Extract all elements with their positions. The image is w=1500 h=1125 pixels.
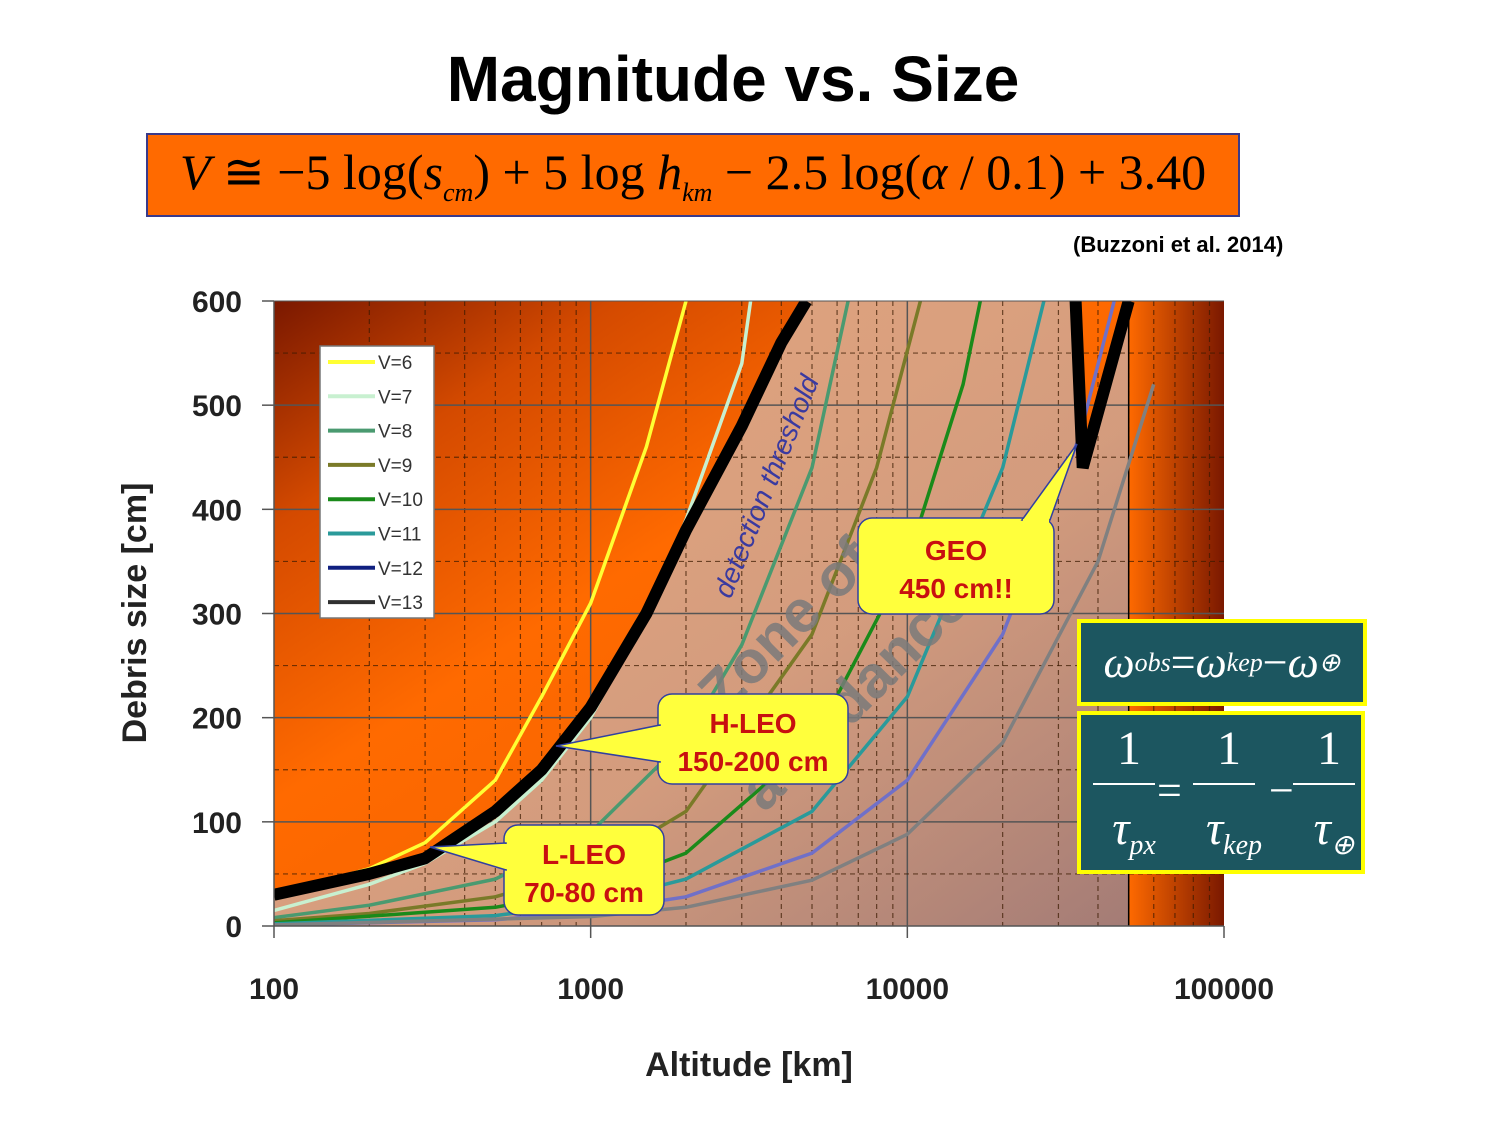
series-line-v-6 — [274, 301, 688, 897]
omega-eq: = — [1170, 638, 1196, 687]
formula-part-2: ) + 5 log — [473, 143, 658, 200]
legend-label: V=13 — [378, 593, 423, 614]
tau-px-sub: px — [1129, 830, 1156, 861]
legend-label: V=8 — [378, 422, 412, 443]
omega-minus: − — [1262, 638, 1288, 687]
callout-line-2: 150-200 cm — [677, 746, 828, 777]
callout-line-1: GEO — [925, 535, 987, 566]
legend-label: V=6 — [378, 353, 412, 374]
formula-s-sub: cm — [443, 177, 474, 207]
omega-obs: ω — [1103, 638, 1135, 687]
callout-pointer-join — [1023, 519, 1049, 523]
x-tick-label: 10000 — [866, 973, 949, 1006]
series-line-v-8 — [274, 301, 850, 920]
x-tick-label: 100 — [249, 973, 299, 1006]
tau-kep-sub: kep — [1223, 830, 1263, 861]
tau-px-numerator: 1 — [1117, 722, 1141, 775]
formula-s: s — [423, 143, 443, 200]
y-tick-label: 600 — [192, 286, 242, 319]
legend-label: V=12 — [378, 559, 423, 580]
y-tick-label: 500 — [192, 390, 242, 423]
citation: (Buzzoni et al. 2014) — [1073, 232, 1284, 257]
callout-box — [857, 517, 1055, 615]
formula-part-1: ≅ −5 log( — [210, 143, 424, 200]
formula-h-sub: km — [682, 177, 713, 207]
x-tick-label: 1000 — [557, 973, 624, 1006]
legend-label: V=9 — [378, 456, 412, 477]
y-tick-label: 400 — [192, 494, 242, 527]
formula-h: h — [657, 143, 683, 200]
tau-minus: − — [1269, 766, 1294, 815]
callout-h-leo: H-LEO 150-200 cm — [555, 693, 849, 785]
omega-obs-sub: obs — [1134, 647, 1171, 677]
callout-geo: GEO 450 cm!! — [857, 443, 1078, 615]
legend: V=6 V=7 V=8 V=9 V=10 V=11 V=12 V=13 — [319, 345, 435, 619]
geo-threshold-line — [1069, 301, 1135, 470]
tau-equation: 1 τpx = 1 τkep − 1 τ⊕ — [1077, 711, 1365, 874]
formula-part-3: − 2.5 log( — [712, 143, 922, 200]
tau-px-symbol: τ — [1112, 802, 1130, 855]
callout-line-1: H-LEO — [709, 708, 796, 739]
magnitude-formula: V ≅ −5 log(scm) + 5 log hkm − 2.5 log(α … — [180, 143, 1206, 208]
legend-label: V=10 — [378, 490, 423, 511]
formula-part-4: / 0.1) + 3.40 — [947, 143, 1207, 200]
legend-label: V=7 — [378, 387, 412, 408]
series-line-v-7 — [274, 301, 753, 913]
y-tick-label: 200 — [192, 703, 242, 736]
omega-kep-sub: kep — [1226, 647, 1263, 677]
tau-kep-symbol: τ — [1205, 802, 1224, 855]
omega-earth-sub: ⊕ — [1318, 647, 1341, 677]
omega-earth: ω — [1287, 638, 1319, 687]
callout-line-2: 70-80 cm — [524, 877, 644, 908]
x-tick-label: 100000 — [1174, 973, 1274, 1006]
x-axis-label: Altitude [km] — [645, 1046, 853, 1084]
y-tick-label: 0 — [225, 911, 242, 944]
callout-line-2: 450 cm!! — [899, 573, 1013, 604]
omega-equation: ω obs = ω kep − ω ⊕ — [1077, 619, 1367, 706]
y-tick-label: 100 — [192, 807, 242, 840]
tau-kep-numerator: 1 — [1217, 722, 1241, 775]
slide-title: Magnitude vs. Size — [446, 43, 1020, 115]
callout-l-leo: L-LEO 70-80 cm — [429, 824, 665, 916]
tau-equals: = — [1157, 766, 1182, 815]
y-tick-label: 300 — [192, 599, 242, 632]
formula-alpha: α — [921, 143, 948, 200]
formula-v: V — [179, 143, 211, 200]
tau-earth-numerator: 1 — [1317, 722, 1341, 775]
tau-earth-symbol: τ — [1313, 802, 1331, 855]
legend-label: V=11 — [378, 525, 422, 546]
callouts: L-LEO 70-80 cm H-LEO 150-200 cm GEO 450 cm!! — [429, 443, 1078, 916]
callout-pointer-join — [505, 844, 509, 869]
y-axis-label: Debris size [cm] — [116, 483, 154, 744]
omega-kep: ω — [1195, 638, 1227, 687]
tau-earth-sub: ⊕ — [1330, 830, 1355, 861]
callout-pointer-join — [659, 726, 663, 761]
magnitude-formula-box: V ≅ −5 log(scm) + 5 log hkm − 2.5 log(α … — [146, 133, 1240, 217]
detection-threshold-line — [274, 301, 812, 901]
legend-box — [319, 345, 435, 619]
callout-line-1: L-LEO — [542, 839, 626, 870]
